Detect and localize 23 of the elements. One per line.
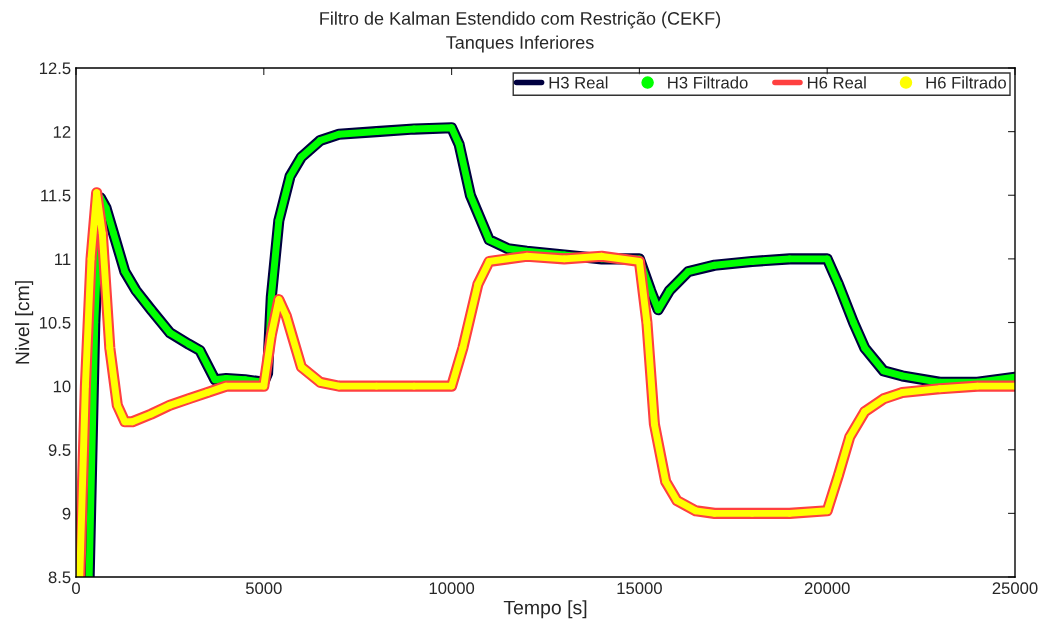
x-axis-title: Tempo [s] (503, 600, 587, 619)
chart-subtitle: Tanques Inferiores (446, 35, 594, 53)
y-axis-title: Nivel [cm] (15, 281, 34, 364)
x-tick-label: 0 (72, 582, 80, 595)
y-tick-label: 11.5 (41, 189, 71, 202)
chart-title: Filtro de Kalman Estendido com Restrição (CEKF) (320, 11, 721, 29)
x-tick-label: 5000 (245, 582, 282, 595)
y-tick-label: 9 (62, 507, 71, 520)
x-tick-label: 15000 (617, 582, 662, 595)
legend-label: H3 Real (549, 76, 608, 89)
y-tick-label: 8.5 (48, 571, 71, 584)
x-tick-label: 25000 (992, 582, 1038, 595)
legend-label: H3 Filtrado (668, 76, 748, 89)
legend-label: H6 Filtrado (926, 76, 1006, 89)
y-tick-label: 12.5 (39, 62, 71, 75)
legend-label: H6 Real (807, 76, 866, 89)
y-tick-label: 10.5 (39, 316, 71, 329)
y-tick-label: 11 (55, 253, 71, 265)
y-tick-label: 10 (53, 380, 71, 393)
x-tick-label: 20000 (804, 582, 850, 595)
y-tick-label: 12 (53, 126, 71, 138)
x-tick-label: 10000 (429, 582, 475, 595)
y-tick-label: 9.5 (48, 444, 71, 456)
